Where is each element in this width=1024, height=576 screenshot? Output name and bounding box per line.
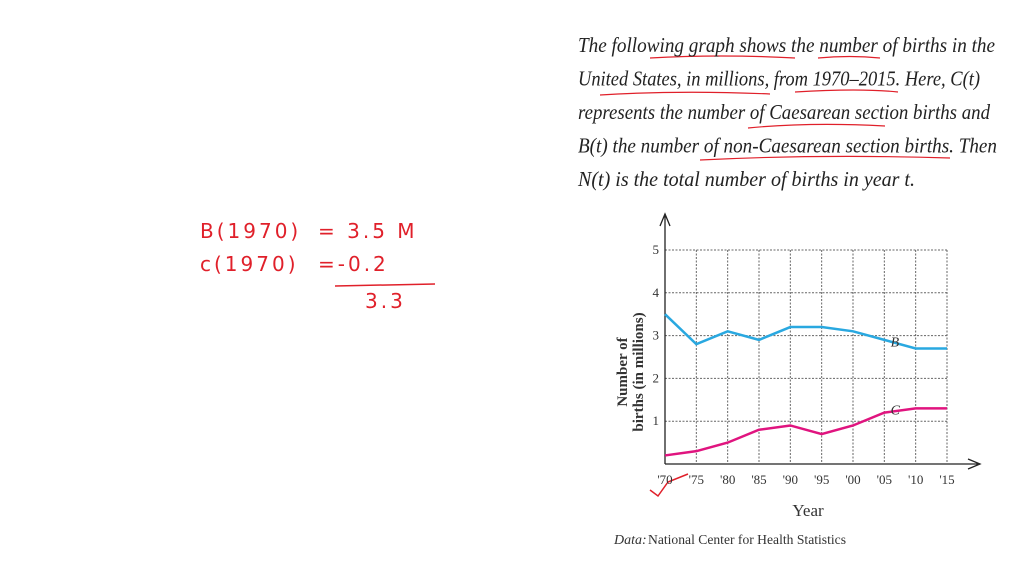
x-tick-label: '85: [751, 472, 766, 487]
x-tick-label: '10: [908, 472, 923, 487]
series-line: [664, 407, 947, 457]
y-tick-label: 5: [653, 242, 660, 257]
check-mark: [649, 473, 689, 498]
problem-line: represents the number of Caesarean secti…: [578, 100, 990, 124]
y-tick-label: 2: [653, 370, 660, 385]
source-label: Data:: [613, 533, 647, 548]
x-tick-label: '05: [877, 472, 892, 487]
y-tick-label: 1: [653, 413, 660, 428]
y-label-line: births (in millions): [631, 312, 647, 431]
x-tick-label: '75: [689, 472, 704, 487]
problem-line: United States, in millions, from 1970–20…: [578, 67, 980, 91]
y-tick-label: 3: [653, 328, 660, 343]
problem-line: N(t) is the total number of births in ye…: [577, 167, 915, 191]
x-tick-label: '00: [845, 472, 860, 487]
note-right: =-0.2: [318, 252, 389, 276]
sum-line: [334, 283, 436, 287]
y-label: Number of births (in millions): [615, 312, 647, 431]
note-right: = 3.5 M: [318, 219, 418, 243]
series-line: [664, 313, 947, 350]
x-axis: [665, 458, 982, 470]
series-label: C: [891, 403, 901, 418]
x-tick-label: '80: [720, 472, 735, 487]
problem-line: The following graph shows the number of …: [578, 33, 995, 57]
underlines: [599, 55, 951, 161]
y-tick-label: 4: [653, 285, 660, 300]
y-axis: [659, 212, 671, 464]
source-text: National Center for Health Statistics: [648, 533, 846, 548]
series-label: B: [891, 335, 900, 350]
x-tick-label: '15: [939, 472, 954, 487]
x-tick-label: '90: [783, 472, 798, 487]
note-result: 3.3: [365, 289, 406, 313]
note-left: B(1970): [200, 219, 301, 243]
y-label-line: Number of: [615, 336, 631, 406]
x-tick-label: '70: [657, 472, 672, 487]
problem-line: B(t) the number of non-Caesarean section…: [578, 134, 997, 158]
x-tick-label: '95: [814, 472, 829, 487]
x-label: Year: [792, 501, 824, 520]
note-left: c(1970): [200, 252, 299, 276]
